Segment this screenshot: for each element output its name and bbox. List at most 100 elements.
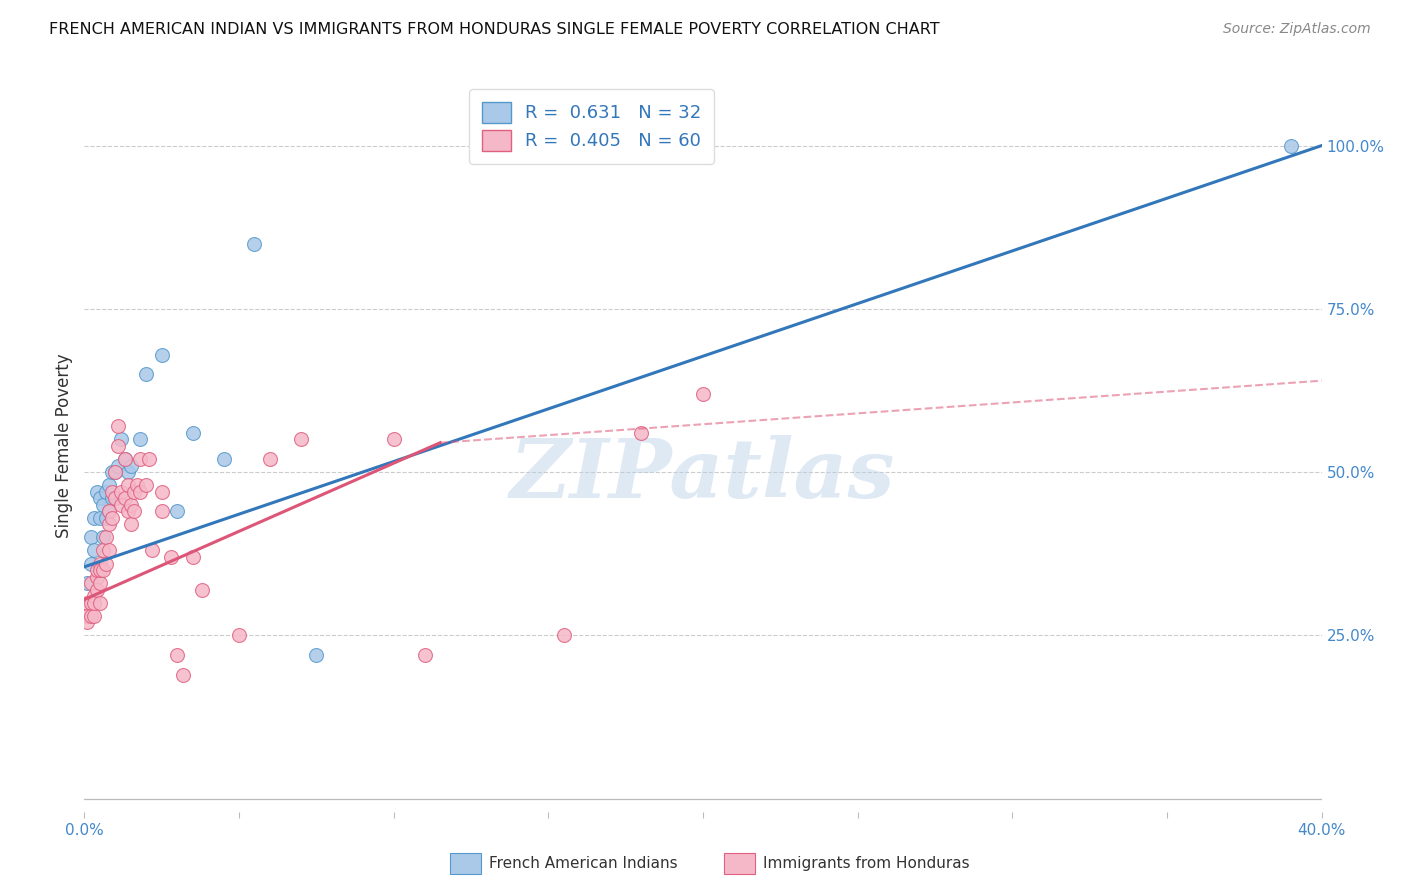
Point	[129, 433, 152, 447]
Text: FRENCH AMERICAN INDIAN VS IMMIGRANTS FROM HONDURAS SINGLE FEMALE POVERTY CORRELA: FRENCH AMERICAN INDIAN VS IMMIGRANTS FRO…	[49, 22, 939, 37]
Point	[79, 576, 101, 591]
Point	[83, 589, 105, 603]
Point	[117, 478, 139, 492]
Point	[83, 543, 105, 558]
Point	[86, 563, 108, 577]
Point	[101, 491, 124, 506]
Point	[79, 557, 101, 571]
FancyBboxPatch shape	[450, 853, 481, 874]
Point	[160, 549, 183, 564]
Point	[382, 433, 405, 447]
Point	[166, 648, 188, 662]
Point	[1279, 138, 1302, 153]
Point	[114, 452, 136, 467]
Point	[290, 433, 312, 447]
Point	[94, 530, 117, 544]
Point	[104, 465, 127, 479]
Point	[89, 511, 111, 525]
Point	[86, 582, 108, 597]
Point	[120, 458, 142, 473]
Legend: R =  0.631   N = 32, R =  0.405   N = 60: R = 0.631 N = 32, R = 0.405 N = 60	[470, 89, 714, 163]
Point	[91, 498, 114, 512]
Point	[117, 504, 139, 518]
Point	[76, 576, 98, 591]
Point	[110, 484, 132, 499]
Point	[101, 511, 124, 525]
Point	[89, 563, 111, 577]
Point	[79, 608, 101, 623]
Point	[79, 596, 101, 610]
Point	[150, 504, 173, 518]
Point	[101, 484, 124, 499]
Point	[135, 478, 157, 492]
Point	[107, 419, 129, 434]
Point	[553, 628, 575, 642]
Point	[243, 236, 266, 251]
Point	[76, 615, 98, 630]
Point	[91, 543, 114, 558]
Point	[83, 608, 105, 623]
Point	[76, 608, 98, 623]
Point	[101, 465, 124, 479]
Point	[98, 478, 121, 492]
Point	[89, 576, 111, 591]
Text: Source: ZipAtlas.com: Source: ZipAtlas.com	[1223, 22, 1371, 37]
Point	[191, 582, 214, 597]
Point	[91, 530, 114, 544]
Point	[86, 569, 108, 583]
Point	[89, 596, 111, 610]
Point	[114, 452, 136, 467]
Point	[83, 511, 105, 525]
Text: Immigrants from Honduras: Immigrants from Honduras	[763, 856, 970, 871]
Point	[104, 491, 127, 506]
Point	[117, 465, 139, 479]
Point	[98, 504, 121, 518]
Text: ZIPatlas: ZIPatlas	[510, 435, 896, 516]
Point	[413, 648, 436, 662]
Point	[125, 478, 148, 492]
Point	[94, 511, 117, 525]
Point	[98, 543, 121, 558]
Point	[305, 648, 328, 662]
Point	[83, 596, 105, 610]
Point	[79, 530, 101, 544]
Point	[138, 452, 160, 467]
Point	[150, 484, 173, 499]
Point	[228, 628, 250, 642]
Point	[94, 484, 117, 499]
Point	[107, 439, 129, 453]
Point	[166, 504, 188, 518]
Point	[129, 452, 152, 467]
Point	[104, 491, 127, 506]
Point	[91, 563, 114, 577]
Point	[129, 484, 152, 499]
Text: French American Indians: French American Indians	[489, 856, 678, 871]
Point	[181, 549, 204, 564]
Point	[89, 557, 111, 571]
Point	[107, 458, 129, 473]
Point	[94, 557, 117, 571]
Point	[104, 465, 127, 479]
Point	[122, 484, 145, 499]
Point	[120, 498, 142, 512]
Point	[120, 517, 142, 532]
Y-axis label: Single Female Poverty: Single Female Poverty	[55, 354, 73, 538]
Point	[98, 504, 121, 518]
Point	[135, 367, 157, 381]
Point	[98, 517, 121, 532]
Point	[181, 425, 204, 440]
Point	[114, 491, 136, 506]
Point	[212, 452, 235, 467]
Point	[86, 484, 108, 499]
Point	[692, 386, 714, 401]
Point	[150, 348, 173, 362]
Point	[122, 504, 145, 518]
FancyBboxPatch shape	[724, 853, 755, 874]
Point	[141, 543, 163, 558]
Point	[172, 667, 194, 681]
Point	[259, 452, 281, 467]
Point	[76, 596, 98, 610]
Point	[89, 491, 111, 506]
Point	[110, 498, 132, 512]
Point	[110, 433, 132, 447]
